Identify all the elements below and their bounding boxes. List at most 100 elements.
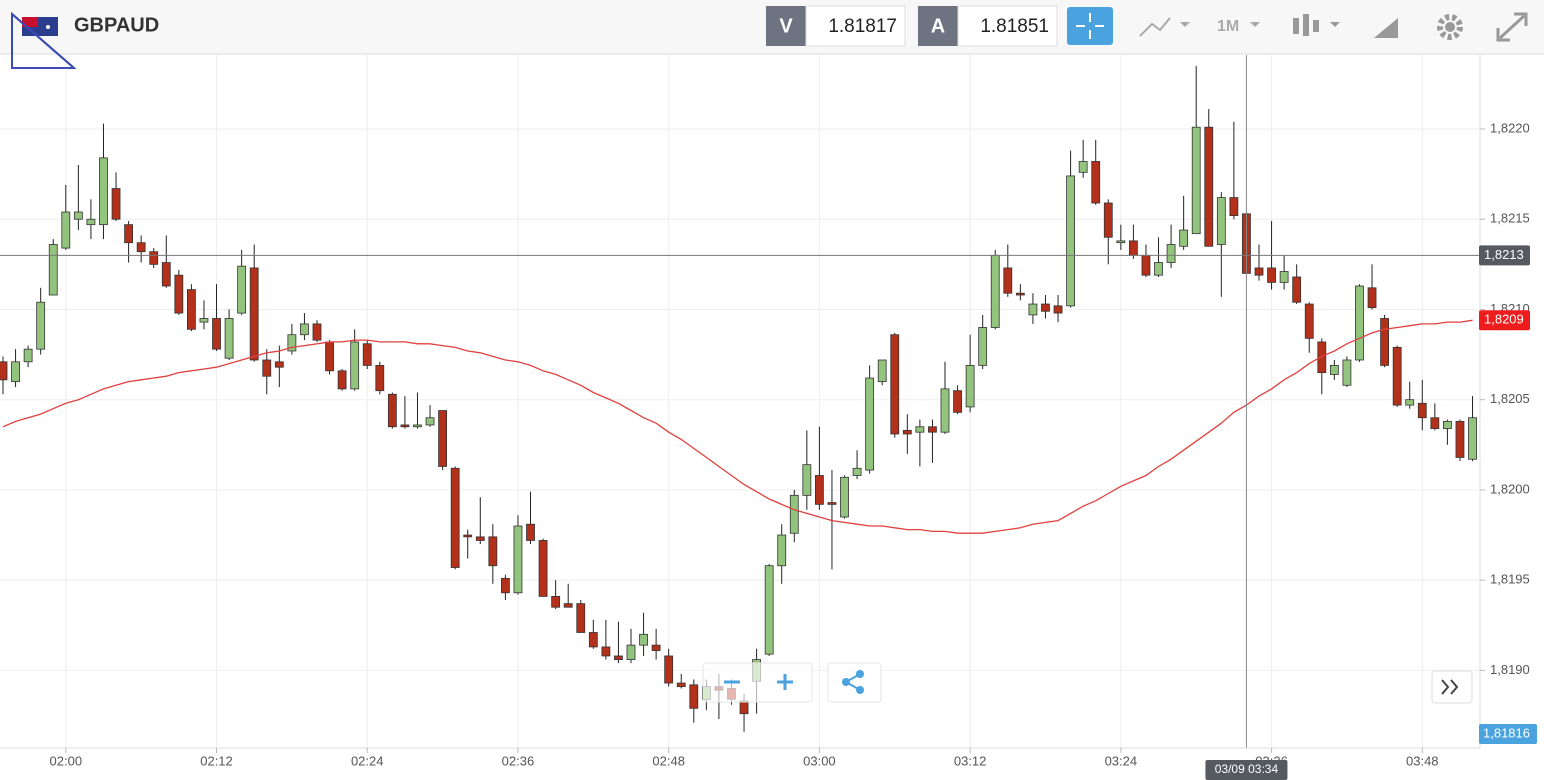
candle-body — [99, 157, 108, 226]
candle-body — [676, 682, 686, 688]
candle-body — [1405, 399, 1415, 406]
ask-price: 1.81851 — [980, 16, 1049, 37]
candle-body — [1468, 417, 1477, 460]
candle-body — [11, 361, 20, 383]
candle-body — [1304, 303, 1314, 339]
bid-box — [805, 5, 906, 47]
candle-body — [513, 525, 523, 594]
x-tick-label: 02:48 — [652, 753, 685, 768]
y-tick-label: 1,8205 — [1490, 391, 1530, 406]
candle-body — [1028, 303, 1038, 316]
candle-body — [890, 334, 900, 435]
candle-body — [852, 467, 862, 476]
candle-body — [764, 565, 774, 655]
candle-body — [463, 534, 473, 538]
fullscreen-button[interactable] — [1496, 12, 1528, 42]
candle-body — [978, 327, 988, 366]
scroll-end-button[interactable] — [1431, 670, 1473, 704]
candle-body — [877, 359, 887, 383]
candle-body — [312, 323, 322, 341]
candle-body — [563, 603, 573, 608]
candle-body — [1443, 420, 1452, 429]
candle-body — [136, 242, 146, 253]
flag-star — [46, 25, 50, 29]
candle-body — [588, 632, 598, 648]
candle-body — [1103, 202, 1113, 238]
candle-body — [86, 218, 96, 226]
candle-body — [174, 274, 184, 314]
candle-body — [1355, 285, 1364, 361]
candle-body — [23, 348, 33, 363]
candle-body — [1041, 303, 1050, 312]
candle-body — [350, 341, 360, 390]
crosshair-icon — [1076, 13, 1104, 39]
candle-body — [1267, 267, 1276, 283]
candle-body — [362, 343, 372, 366]
share-button[interactable] — [827, 662, 882, 703]
candle-body — [249, 267, 259, 361]
candle-body — [375, 365, 385, 392]
candle-body — [840, 476, 849, 518]
candle-body — [61, 211, 71, 249]
candle-body — [815, 475, 824, 505]
y-tick-label: 1,8215 — [1490, 211, 1530, 226]
candle-body — [413, 424, 422, 428]
ask-button[interactable] — [918, 6, 958, 46]
crosshair-x-label: 03/09 03:34 — [1215, 762, 1279, 776]
candle-body — [1455, 420, 1465, 458]
chart-type-button[interactable] — [1139, 17, 1190, 37]
candle-body — [990, 254, 1000, 328]
y-tick-label: 1,8195 — [1490, 572, 1530, 587]
timeframe-button[interactable]: 1M — [1217, 18, 1239, 35]
candle-body — [287, 334, 297, 352]
candle-body — [689, 684, 699, 709]
candle-body — [1129, 240, 1138, 256]
zoom-panel[interactable] — [702, 662, 813, 703]
candle-body — [1166, 244, 1176, 263]
plot-area — [0, 55, 1480, 748]
candle-body — [73, 211, 83, 220]
candle-body — [789, 494, 799, 534]
crosshair-y-label-box — [1479, 245, 1530, 266]
candle-body — [1015, 292, 1025, 296]
drawing-button[interactable] — [1374, 18, 1398, 38]
bid-price: 1.81817 — [828, 16, 897, 37]
candle-body — [1154, 262, 1163, 276]
candle-body — [438, 410, 448, 467]
candle-body — [274, 361, 284, 368]
candle-body — [1091, 161, 1101, 204]
ma-last-label-box — [1479, 310, 1530, 331]
candle-body — [1292, 276, 1302, 303]
indicators-button[interactable] — [1293, 14, 1340, 36]
settings-button[interactable] — [1437, 14, 1463, 40]
candle-body — [1254, 267, 1264, 276]
candle-body — [940, 388, 950, 433]
candle-body — [1078, 161, 1088, 173]
candle-body — [0, 361, 8, 381]
crosshair-x-box — [1205, 760, 1288, 780]
candle-body — [300, 323, 309, 336]
share-icon — [845, 673, 861, 691]
candle-body — [400, 424, 410, 428]
candle-body — [953, 390, 962, 413]
candle-body — [601, 646, 611, 657]
scroll-end-icon — [1441, 679, 1459, 695]
candle-body — [1229, 197, 1239, 217]
candle-body — [199, 318, 209, 323]
settings-icon — [1445, 22, 1455, 32]
x-tick-label: 02:00 — [50, 753, 83, 768]
candle-body — [337, 370, 347, 390]
x-tick-label: 03:12 — [954, 753, 987, 768]
ma-last-label: 1,8209 — [1484, 312, 1524, 327]
bid-button[interactable] — [766, 6, 806, 46]
candle-body — [1116, 240, 1126, 244]
candle-body — [1380, 318, 1389, 366]
candle-body — [639, 633, 648, 646]
candle-body — [802, 464, 812, 496]
candle-body — [551, 596, 561, 608]
crosshair-button[interactable] — [1067, 7, 1113, 45]
candle-body — [387, 393, 397, 428]
candle-body — [124, 224, 133, 244]
bid-label: V — [779, 15, 793, 37]
